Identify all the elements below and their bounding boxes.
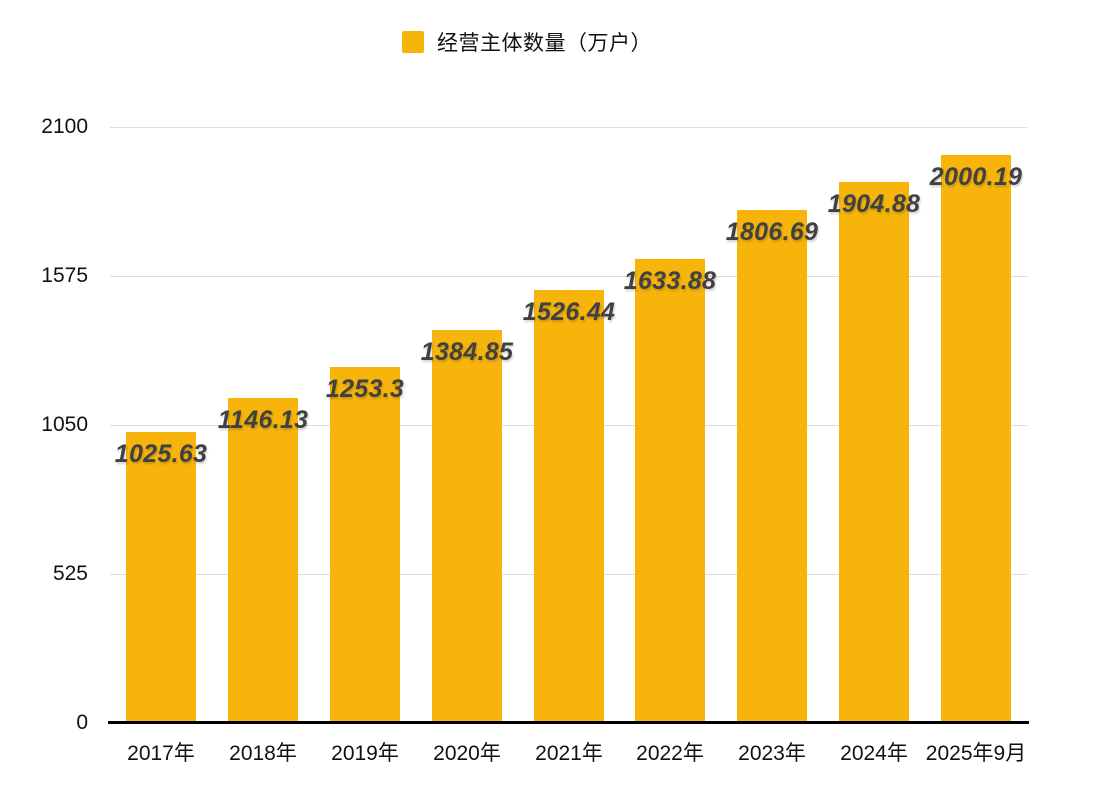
bar-value-label: 1146.13	[217, 406, 309, 434]
bar-2018年[interactable]	[228, 398, 298, 723]
bar-value-label: 1526.44	[522, 298, 616, 326]
bar-2017年[interactable]	[126, 432, 196, 723]
x-axis-label: 2025年9月	[925, 742, 1027, 765]
gridline-1575	[110, 276, 1027, 277]
legend-item[interactable]: 经营主体数量（万户）	[402, 27, 652, 57]
bar-value-label: 1025.63	[114, 440, 208, 468]
x-axis-label: 2023年	[738, 742, 806, 765]
bar-value-label: 1253.3	[325, 375, 405, 403]
y-axis-tick-label: 525	[52, 562, 88, 585]
x-axis-label: 2017年	[127, 742, 195, 765]
x-axis-label: 2019年	[331, 742, 399, 765]
bar-2023年[interactable]	[737, 210, 807, 723]
bar-2025年9月[interactable]	[941, 155, 1011, 723]
y-axis-tick-label: 0	[76, 711, 88, 734]
bar-2021年[interactable]	[534, 290, 604, 723]
x-axis-label: 2021年	[535, 742, 603, 765]
x-axis-label: 2018年	[229, 742, 297, 765]
bar-value-label: 2000.19	[929, 163, 1023, 191]
x-axis-line	[108, 721, 1029, 724]
bar-value-label: 1806.69	[725, 218, 819, 246]
y-axis-tick-label: 1575	[41, 264, 88, 287]
bar-2019年[interactable]	[330, 367, 400, 723]
bar-2020年[interactable]	[432, 330, 502, 723]
bar-value-label: 1633.88	[623, 267, 717, 295]
y-axis-tick-label: 2100	[41, 115, 88, 138]
gridline-2100	[110, 127, 1027, 128]
bar-2024年[interactable]	[839, 182, 909, 723]
bar-2022年[interactable]	[635, 259, 705, 723]
x-axis-label: 2024年	[840, 742, 908, 765]
x-axis-label: 2022年	[636, 742, 704, 765]
legend-swatch	[402, 31, 424, 53]
bar-value-label: 1904.88	[827, 190, 921, 218]
legend-label: 经营主体数量（万户）	[437, 32, 652, 55]
bar-value-label: 1384.85	[420, 338, 514, 366]
x-axis-label: 2020年	[433, 742, 501, 765]
y-axis-tick-label: 1050	[41, 413, 88, 436]
